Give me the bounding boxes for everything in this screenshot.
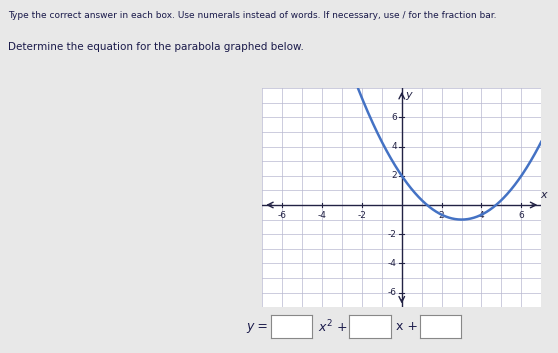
Text: 4: 4 bbox=[391, 142, 397, 151]
Text: -4: -4 bbox=[388, 259, 397, 268]
Text: $x^2$ +: $x^2$ + bbox=[318, 318, 348, 335]
Text: 2: 2 bbox=[391, 171, 397, 180]
Text: 4: 4 bbox=[479, 211, 484, 220]
Text: -6: -6 bbox=[278, 211, 287, 220]
Text: -2: -2 bbox=[358, 211, 367, 220]
Text: 6: 6 bbox=[518, 211, 524, 220]
Text: x: x bbox=[540, 190, 547, 200]
Text: 2: 2 bbox=[439, 211, 444, 220]
Text: Type the correct answer in each box. Use numerals instead of words. If necessary: Type the correct answer in each box. Use… bbox=[8, 11, 497, 19]
Text: 6: 6 bbox=[391, 113, 397, 122]
Text: Determine the equation for the parabola graphed below.: Determine the equation for the parabola … bbox=[8, 42, 304, 52]
Text: x +: x + bbox=[396, 320, 418, 333]
Text: -2: -2 bbox=[388, 230, 397, 239]
Text: -4: -4 bbox=[318, 211, 326, 220]
Text: y =: y = bbox=[246, 320, 268, 333]
Text: y: y bbox=[406, 90, 412, 101]
Text: -6: -6 bbox=[388, 288, 397, 297]
